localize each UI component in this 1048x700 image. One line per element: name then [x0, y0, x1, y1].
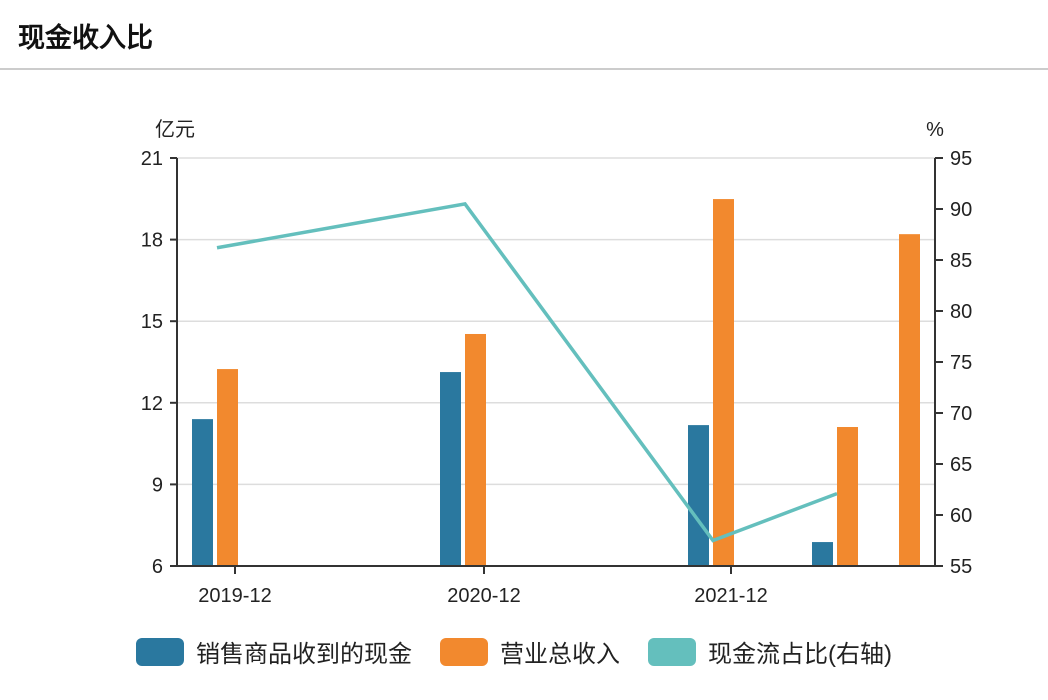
page-title: 现金收入比: [18, 23, 153, 53]
y-right-tick-label: 60: [950, 505, 972, 527]
divider: [0, 68, 1048, 70]
y-left-tick-label: 6: [152, 556, 163, 578]
bar-revenue: [837, 427, 858, 566]
y-right-tick-label: 90: [950, 199, 972, 221]
x-tick-label: 2020-12: [447, 585, 520, 607]
bar-revenue: [217, 369, 238, 566]
y-right-tick-label: 80: [950, 301, 972, 323]
y-right-tick-label: 65: [950, 454, 972, 476]
y-right-tick-label: 55: [950, 556, 972, 578]
y-left-tick-label: 18: [141, 230, 163, 252]
legend-label: 营业总收入: [500, 641, 620, 668]
y-left-tick-label: 9: [152, 474, 163, 496]
y-left-tick-label: 12: [141, 393, 163, 415]
y-right-tick-label: 95: [950, 148, 972, 170]
bar-revenue: [713, 199, 734, 566]
line-ratio: [216, 201, 838, 543]
legend-swatch: [136, 637, 184, 666]
bar-revenue: [465, 333, 486, 566]
y-right-axis-label: %: [926, 119, 944, 141]
x-tick-label: 2019-12: [198, 585, 271, 607]
legend-swatch: [648, 637, 696, 666]
y-right-tick-label: 75: [950, 352, 972, 374]
bar-cash: [812, 542, 833, 566]
y-left-tick-label: 15: [141, 311, 163, 333]
y-left-tick-label: 21: [141, 148, 163, 170]
legend: 销售商品收到的现金 营业总收入 现金流占比(右轴): [136, 634, 892, 669]
y-left-axis-label: 亿元: [155, 118, 195, 141]
legend-label: 现金流占比(右轴): [708, 641, 892, 668]
legend-item-cash[interactable]: 销售商品收到的现金: [136, 634, 412, 669]
bar-cash: [192, 419, 213, 566]
bar-cash: [688, 425, 709, 566]
x-tick-label: 2021-12: [694, 585, 767, 607]
legend-swatch: [440, 637, 488, 666]
bar-revenue: [899, 234, 920, 566]
y-right-tick-label: 70: [950, 403, 972, 425]
y-right-tick-label: 85: [950, 250, 972, 272]
bar-cash: [440, 372, 461, 566]
legend-item-ratio[interactable]: 现金流占比(右轴): [648, 634, 892, 669]
legend-label: 销售商品收到的现金: [196, 641, 412, 668]
legend-item-revenue[interactable]: 营业总收入: [440, 634, 620, 669]
